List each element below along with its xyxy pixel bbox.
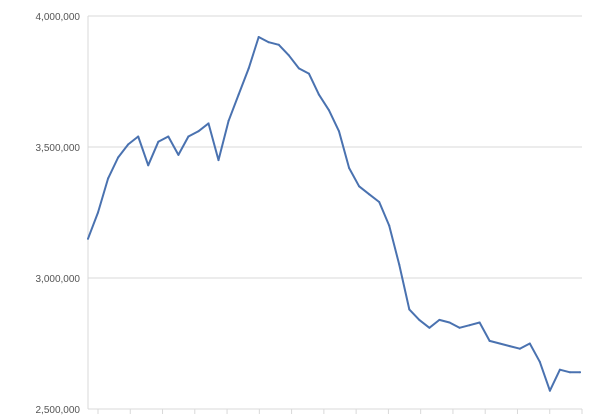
data-point: [348, 167, 351, 169]
data-point: [548, 389, 551, 392]
data-point: [187, 135, 190, 138]
data-point: [358, 185, 361, 188]
data-point: [87, 237, 89, 240]
data-point: [197, 130, 200, 133]
data-point: [478, 321, 481, 324]
data-point: [388, 224, 391, 227]
data-point: [227, 119, 230, 122]
data-point: [317, 93, 320, 96]
data-point: [147, 164, 150, 167]
data-point: [127, 143, 130, 146]
data-point: [498, 342, 501, 345]
data-point: [267, 41, 270, 44]
data-point: [538, 360, 541, 363]
data-point: [569, 371, 571, 374]
data-point: [438, 318, 441, 321]
data-point: [398, 263, 401, 266]
data-point: [157, 140, 160, 143]
data-point: [257, 36, 260, 38]
data-point: [307, 72, 310, 75]
data-point: [508, 345, 511, 348]
data-point: [117, 156, 120, 159]
data-point: [558, 368, 561, 371]
data-point: [518, 347, 521, 350]
data-point: [468, 324, 471, 327]
data-point: [428, 326, 431, 329]
y-tick-label-1: 3,000,000: [36, 274, 81, 285]
data-point: [528, 342, 531, 345]
gridlines: [88, 15, 582, 410]
data-point: [167, 135, 170, 138]
data-point: [97, 211, 99, 214]
data-point: [368, 193, 371, 196]
data-point: [287, 54, 290, 57]
data-point: [217, 159, 220, 162]
data-point: [378, 201, 381, 203]
x-axis: [87, 16, 583, 414]
data-point: [338, 130, 340, 133]
data-point: [418, 318, 421, 321]
data-point: [297, 67, 300, 70]
y-tick-label-2: 3,500,000: [36, 143, 81, 154]
series-layer: [87, 36, 581, 392]
data-point: [328, 109, 330, 112]
y-tick-label-3: 4,000,000: [36, 12, 81, 23]
data-point: [237, 93, 240, 96]
data-point: [247, 67, 250, 70]
y-tick-label-0: 2,500,000: [36, 405, 81, 416]
data-point: [488, 339, 491, 342]
data-point: [408, 308, 411, 311]
data-point: [448, 321, 451, 324]
data-point: [458, 326, 461, 329]
data-point: [107, 177, 110, 180]
y-axis-tick-labels: 2,500,000 3,000,000 3,500,000 4,000,000: [36, 12, 81, 416]
data-point: [207, 122, 210, 125]
data-point: [277, 43, 280, 46]
data-point: [177, 153, 180, 156]
series-line-0: [87, 36, 581, 392]
data-point: [137, 135, 140, 138]
data-point: [579, 371, 581, 374]
